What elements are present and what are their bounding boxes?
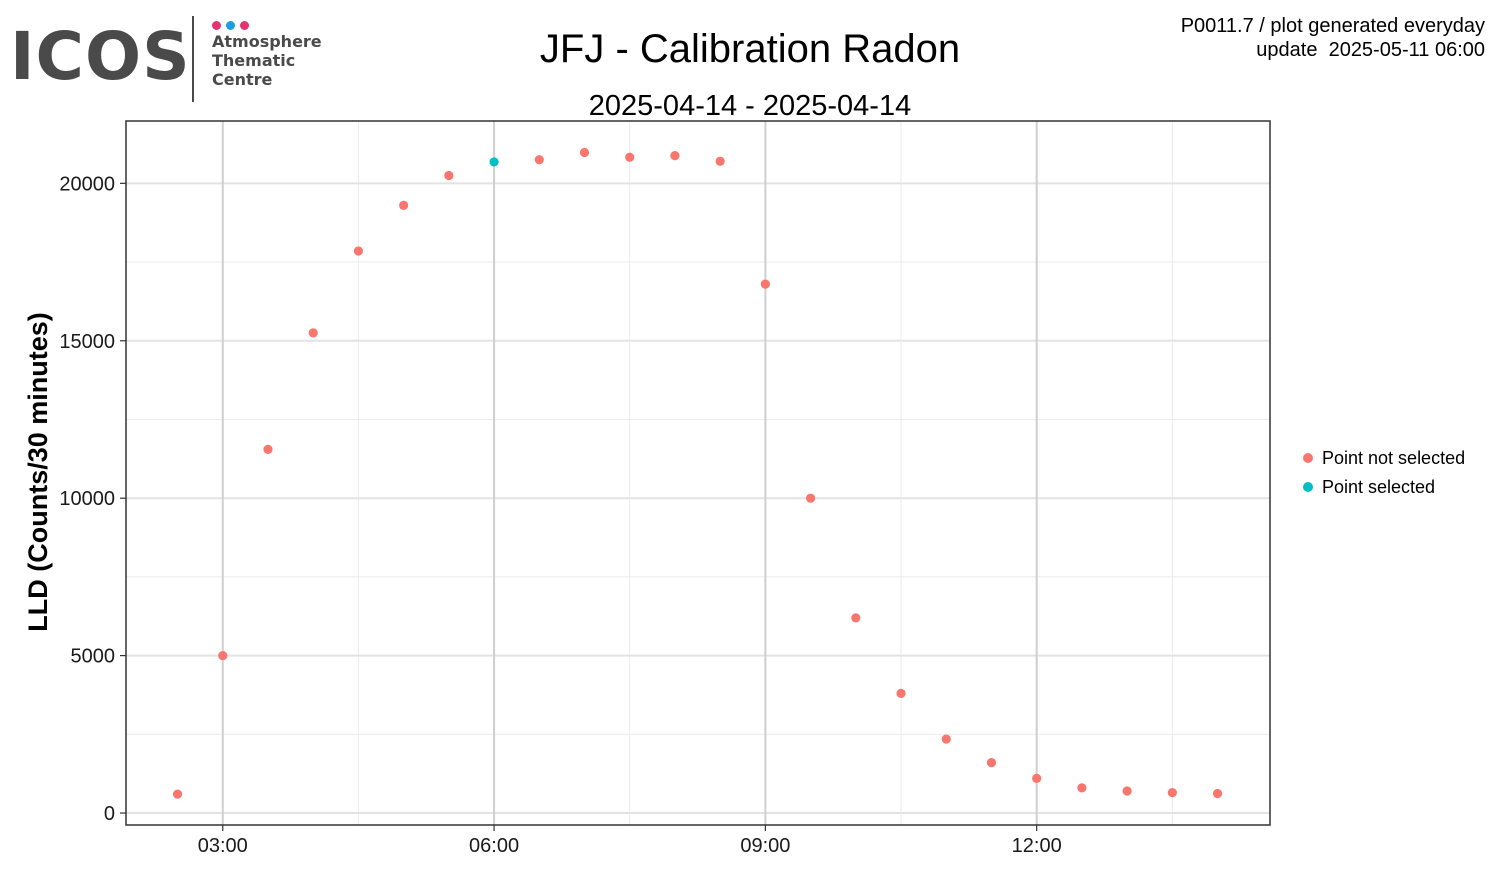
y-tick-label: 0 <box>104 803 115 825</box>
legend-key-selected <box>1303 482 1313 492</box>
data-point <box>534 155 544 165</box>
logo-dot <box>240 21 249 30</box>
logo-divider <box>192 16 194 102</box>
data-point <box>172 789 183 799</box>
logo-wordmark: ICOS <box>10 18 191 95</box>
data-point <box>670 151 680 161</box>
update-line: update 2025-05-11 06:00 <box>1256 39 1485 61</box>
data-point <box>851 613 861 623</box>
data-point <box>1032 773 1042 784</box>
logo-dots <box>212 17 254 35</box>
y-tick-label: 20000 <box>59 173 115 195</box>
data-point <box>444 170 454 181</box>
y-tick-label: 10000 <box>59 488 115 510</box>
data-point <box>308 328 318 338</box>
data-point <box>1167 787 1177 798</box>
x-tick-label: 09:00 <box>740 835 790 857</box>
logo-dot <box>212 21 221 30</box>
logo-line: Centre <box>212 70 273 89</box>
x-tick-label: 06:00 <box>469 835 519 857</box>
data-point <box>263 444 273 454</box>
data-point <box>941 734 951 744</box>
data-point <box>489 157 499 167</box>
data-point <box>579 147 590 158</box>
logo-line: Thematic <box>212 51 296 70</box>
chart-title: JFJ - Calibration Radon <box>539 27 961 71</box>
data-point <box>805 493 816 503</box>
y-tick-label: 15000 <box>59 331 115 353</box>
legend-key-not-selected <box>1303 453 1313 463</box>
plot-meta: P0011.7 / plot generated everyday update … <box>1181 14 1485 62</box>
data-point <box>353 246 364 256</box>
x-tick-label: 03:00 <box>198 835 248 857</box>
data-point <box>218 651 228 661</box>
x-tick-label: 12:00 <box>1012 835 1062 857</box>
data-point <box>760 279 770 289</box>
data-point <box>625 152 635 162</box>
y-axis-label: LLD (Counts/30 minutes) <box>23 312 53 632</box>
logo-line: Atmosphere <box>212 32 322 51</box>
plot-panel-border <box>125 120 1271 826</box>
legend-label-not-selected: Point not selected <box>1322 448 1466 468</box>
legend-label-selected: Point selected <box>1322 477 1436 497</box>
data-point <box>715 156 725 166</box>
chart-subtitle: 2025-04-14 - 2025-04-14 <box>588 90 912 122</box>
data-point <box>1122 786 1132 796</box>
logo-text: Atmosphere Thematic Centre <box>212 32 322 89</box>
data-point <box>896 688 906 698</box>
logo-dot <box>226 21 235 30</box>
data-point <box>1077 783 1087 793</box>
plot-code-line: P0011.7 / plot generated everyday <box>1180 15 1485 37</box>
icos-logo: ICOS Atmosphere Thematic Centre <box>10 14 330 106</box>
data-point <box>399 200 409 210</box>
data-point <box>986 758 997 768</box>
data-point <box>1212 788 1223 799</box>
y-tick-label: 5000 <box>71 646 116 668</box>
